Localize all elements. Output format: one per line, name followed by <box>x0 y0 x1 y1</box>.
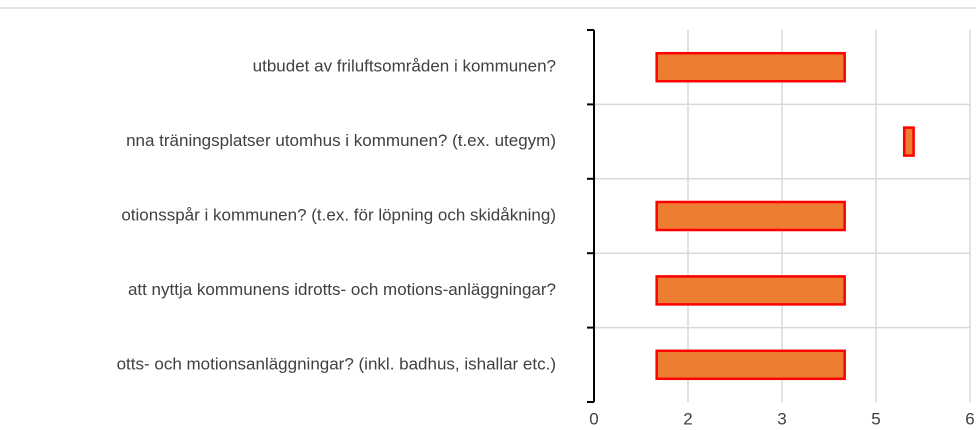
y-tick-label: otts- och motionsanläggningar? (inkl. ba… <box>117 354 556 373</box>
y-tick-label: utbudet av friluftsområden i kommunen? <box>253 57 556 76</box>
bar <box>655 200 846 232</box>
bar <box>655 51 846 83</box>
bar <box>902 126 915 157</box>
x-tick-label: 6 <box>965 409 974 428</box>
bar <box>655 275 846 306</box>
bar <box>655 349 846 381</box>
y-tick-label: nna träningsplatser utomhus i kommunen? … <box>126 131 556 150</box>
y-tick-label: att nyttja kommunens idrotts- och motion… <box>128 280 556 299</box>
y-tick-label: otionsspår i kommunen? (t.ex. för löpnin… <box>121 205 556 224</box>
x-tick-label: 2 <box>683 409 692 428</box>
x-tick-label: 5 <box>871 409 880 428</box>
x-tick-label: 3 <box>777 409 786 428</box>
x-tick-label: 0 <box>589 409 598 428</box>
